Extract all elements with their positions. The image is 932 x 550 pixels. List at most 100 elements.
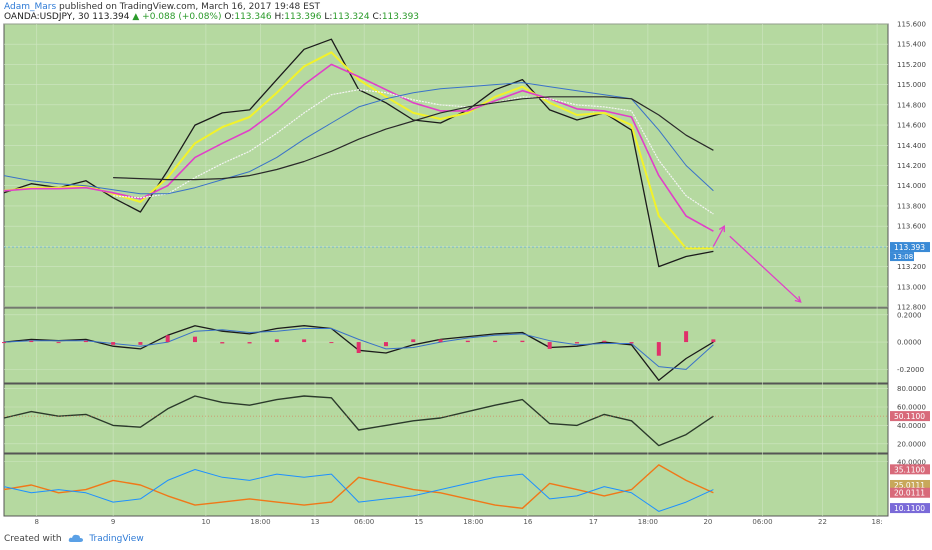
macd-histogram-bar (29, 340, 34, 343)
dmi-value-text: 35.1100 (894, 465, 925, 474)
change-value: +0.088 (+0.08%) (142, 12, 222, 22)
macd-histogram-bar (547, 342, 552, 349)
dmi-series-orange (3, 464, 714, 509)
macd-histogram-bar (465, 340, 470, 343)
y-tick-label: 114.600 (897, 122, 926, 130)
macd-histogram-bar (302, 339, 307, 343)
y-tick-label: 113.000 (897, 283, 926, 291)
y-tick-label: 114.000 (897, 182, 926, 190)
low-label: L: (324, 12, 333, 22)
macd-histogram-bar (520, 340, 525, 343)
footer: Created with TradingView (4, 534, 144, 544)
y-tick-label: 114.400 (897, 142, 926, 150)
macd-series-signal (3, 328, 714, 370)
x-tick-label: 9 (111, 518, 115, 526)
y-tick-label: 20.0000 (897, 440, 926, 448)
x-tick-label: 13 (311, 518, 320, 526)
ohlc-legend: OANDA:USDJPY, 30 113.394 ▲ +0.088 (+0.08… (4, 12, 419, 22)
y-tick-label: 113.600 (897, 223, 926, 231)
dmi-pane-bg (3, 453, 889, 517)
macd-histogram-bar (356, 342, 361, 353)
close-value: 113.393 (381, 12, 420, 22)
macd-histogram-bar (220, 342, 225, 344)
y-tick-label: 0.0000 (897, 339, 922, 347)
y-tick-label: 80.0000 (897, 385, 926, 393)
macd-histogram-bar (411, 339, 416, 343)
macd-histogram-bar (684, 331, 689, 343)
macd-histogram-bar (274, 339, 279, 343)
dmi-value-text: 20.0111 (894, 489, 925, 498)
x-tick-label: 18:00 (638, 518, 658, 526)
macd-histogram-bar (602, 340, 607, 343)
y-tick-label: 115.200 (897, 61, 926, 69)
y-tick-label: -0.2000 (897, 366, 924, 374)
dmi-value-tag (890, 464, 930, 475)
forecast-arrow-shaft (712, 225, 725, 247)
symbol-label: OANDA:USDJPY, 30 (4, 12, 90, 22)
macd-histogram-bar (329, 342, 334, 344)
y-tick-label: 115.400 (897, 41, 926, 49)
rsi-series-rsi (3, 395, 714, 447)
forecast-arrow-shaft (729, 235, 802, 303)
rsi-value-tag (890, 411, 930, 422)
high-value: 113.396 (284, 12, 322, 22)
x-tick-label: 18:00 (250, 518, 270, 526)
macd-histogram-bar (56, 342, 61, 344)
publish-info: Adam_Mars published on TradingView.com, … (4, 2, 320, 12)
y-tick-label: 112.800 (897, 304, 926, 312)
author-link[interactable]: Adam_Mars (4, 2, 57, 12)
y-tick-label: 114.200 (897, 162, 926, 170)
y-tick-label: 113.800 (897, 202, 926, 210)
forecast-arrow-head (718, 224, 725, 233)
open-value: 113.346 (234, 12, 272, 22)
price-series-pink (3, 63, 714, 232)
x-tick-label: 17 (589, 518, 598, 526)
last-price: 113.394 (92, 12, 130, 22)
last-price-text: 113.393 (894, 243, 925, 252)
macd-histogram-bar (192, 336, 197, 343)
last-price-tag (890, 242, 930, 253)
tradingview-brand[interactable]: TradingView (89, 534, 144, 544)
x-tick-label: 06:00 (752, 518, 772, 526)
dmi-value-tag (890, 503, 930, 514)
x-tick-label: 20 (703, 518, 712, 526)
close-label: C: (372, 12, 382, 22)
y-tick-label: 115.000 (897, 81, 926, 89)
x-tick-label: 16 (523, 518, 532, 526)
y-tick-label: 40.0000 (897, 422, 926, 430)
price-series-black (113, 96, 714, 181)
macd-pane-bg (3, 307, 889, 384)
rsi-value-text: 50.1100 (894, 412, 925, 421)
dmi-series-blue (3, 469, 714, 512)
price-series-blue (3, 82, 714, 195)
macd-histogram-bar (83, 340, 88, 343)
up-arrow-icon: ▲ (132, 12, 140, 22)
price-series-white (113, 89, 714, 215)
macd-histogram-bar (629, 342, 634, 344)
dmi-value-tag (890, 487, 930, 498)
low-value: 113.324 (332, 12, 370, 22)
macd-histogram-bar (138, 342, 143, 345)
x-tick-label: 18:00 (463, 518, 483, 526)
countdown-tag (890, 252, 914, 262)
y-tick-label: 115.600 (897, 21, 926, 29)
rsi-pane-bg (3, 383, 889, 454)
published-text: published on TradingView.com, March 16, … (59, 2, 321, 12)
macd-histogram-bar (111, 342, 116, 345)
dmi-value-text: 10.1100 (894, 504, 925, 513)
created-with-text: Created with (4, 534, 62, 544)
macd-histogram-bar (711, 339, 716, 343)
macd-histogram-bar (2, 342, 6, 344)
macd-histogram-bar (493, 340, 498, 343)
y-tick-label: 113.200 (897, 263, 926, 271)
dmi-value-text: 25.0111 (894, 481, 925, 490)
y-tick-label: 114.800 (897, 101, 926, 109)
x-tick-label: 8 (35, 518, 39, 526)
forecast-arrow-head (794, 296, 802, 303)
x-tick-label: 18: (871, 518, 882, 526)
macd-histogram-bar (247, 342, 252, 344)
tradingview-cloud-icon (69, 534, 84, 542)
macd-histogram-bar (438, 339, 443, 343)
x-tick-label: 06:00 (354, 518, 374, 526)
